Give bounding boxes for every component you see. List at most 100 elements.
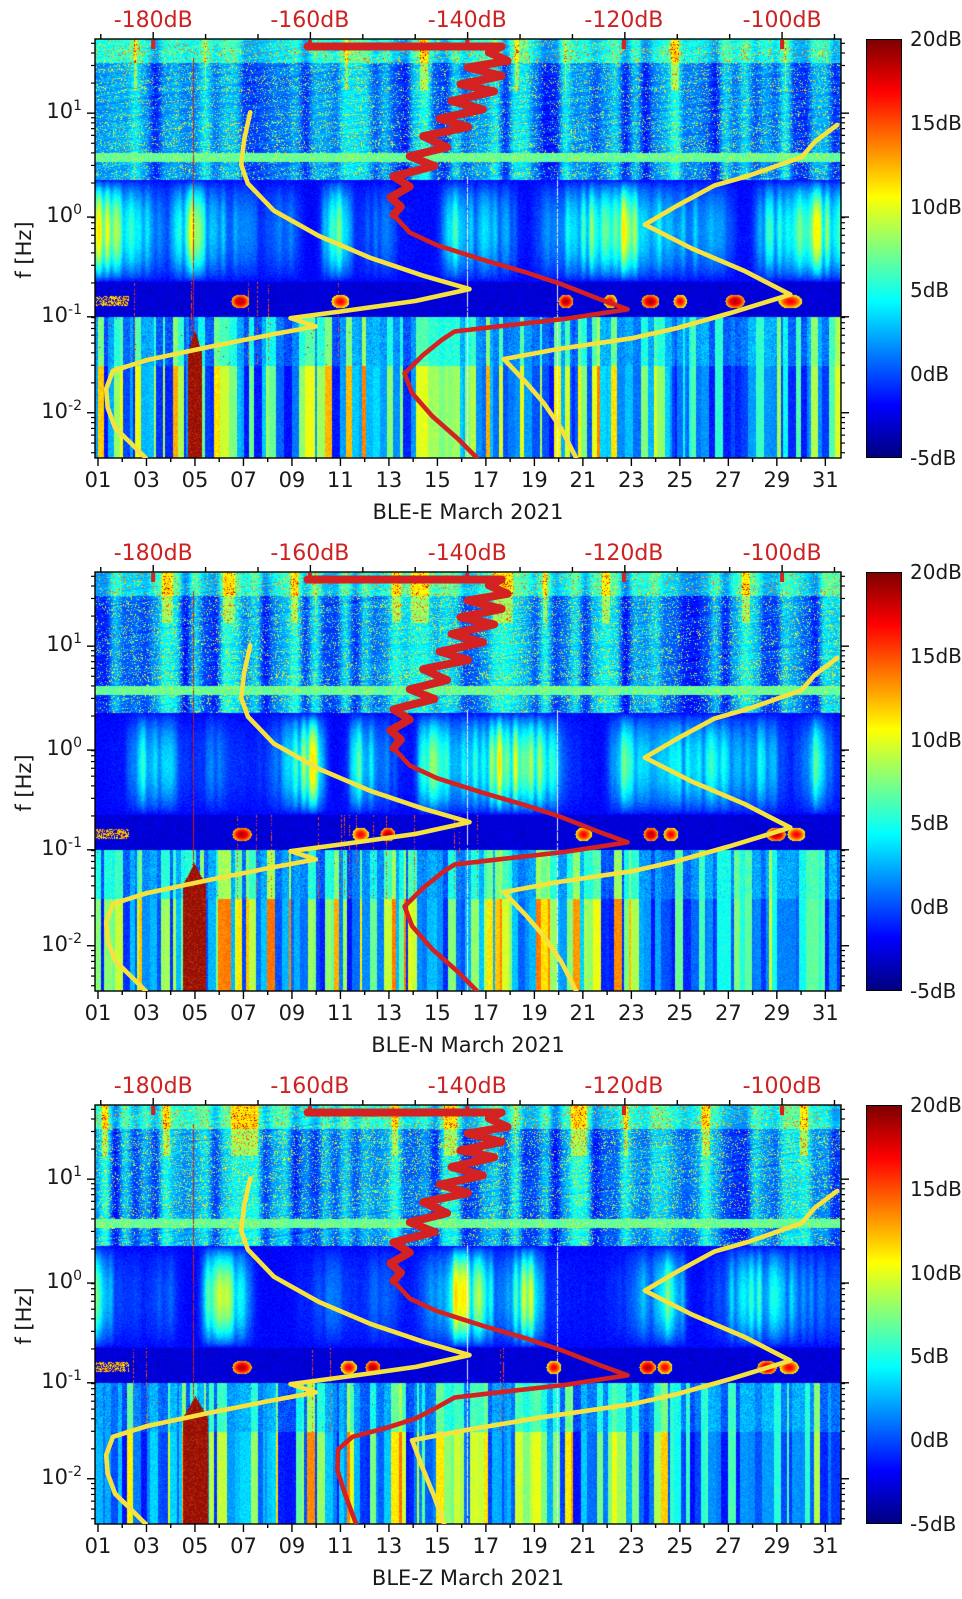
x-tick-label: 17: [472, 1534, 500, 1558]
y-tick-exponent: -2: [68, 397, 82, 414]
y-tick-mantissa: 10: [46, 99, 74, 124]
y-tick-exponent: 1: [73, 631, 82, 648]
top-axis-label: -120dB: [584, 541, 664, 566]
y-tick-mantissa: 10: [41, 931, 69, 956]
x-tick-label: 29: [763, 1001, 791, 1025]
y-tick-mantissa: 10: [46, 736, 74, 761]
colorbar-tick-label: 10dB: [910, 194, 962, 219]
y-tick-mantissa: 10: [41, 1464, 69, 1489]
colorbar-tick-label: 15dB: [910, 643, 962, 668]
x-tick-label: 09: [278, 1534, 306, 1558]
x-tick-label: 03: [133, 1001, 160, 1025]
x-tick-label: 19: [521, 1001, 548, 1025]
y-tick-label: 100: [0, 1268, 82, 1293]
top-axis-label: -140dB: [427, 1074, 507, 1099]
x-tick-label: 31: [811, 468, 839, 492]
x-tick-label: 15: [424, 468, 451, 492]
top-axis-label: -180dB: [113, 8, 193, 33]
x-tick-label: 21: [569, 1534, 597, 1558]
colorbar-tick-label: 0dB: [910, 895, 950, 920]
y-tick-mantissa: 10: [46, 1269, 74, 1294]
colorbar: [866, 1105, 902, 1524]
colorbar-tick-label: -5dB: [910, 979, 957, 1003]
y-tick-mantissa: 10: [41, 1368, 69, 1393]
y-tick-label: 100: [0, 202, 82, 227]
top-axis-label: -160dB: [270, 8, 350, 33]
y-tick-label: 10-1: [0, 835, 82, 860]
x-tick-label: 27: [714, 1534, 742, 1558]
y-tick-label: 10-1: [0, 302, 82, 327]
panel-ble-e: -180dB -160dB -140dB -120dB -100dB 01 03 05 07 09…: [0, 0, 962, 533]
top-axis-label: -140dB: [427, 8, 507, 33]
y-tick-label: 101: [0, 98, 82, 123]
x-tick-label: 05: [181, 1534, 209, 1558]
colorbar-tick-label: 5dB: [910, 1344, 950, 1369]
x-tick-label: 29: [763, 1534, 791, 1558]
spectrogram-canvas-ble-n: [95, 572, 841, 991]
spectrogram-canvas-ble-e: [95, 39, 841, 458]
y-axis-label: f [Hz]: [12, 1287, 36, 1345]
y-tick-mantissa: 10: [46, 1165, 74, 1190]
x-tick-label: 23: [617, 1001, 645, 1025]
x-tick-label: 23: [617, 1534, 645, 1558]
y-tick-mantissa: 10: [41, 835, 69, 860]
x-tick-label: 25: [666, 1534, 694, 1558]
x-tick-label: 23: [617, 468, 645, 492]
x-tick-label: 01: [84, 1534, 112, 1558]
x-tick-label: 11: [327, 468, 354, 492]
x-tick-label: 25: [666, 1001, 694, 1025]
x-tick-label: 07: [230, 1001, 257, 1025]
x-tick-label: 17: [472, 468, 500, 492]
x-tick-label: 09: [278, 1001, 306, 1025]
top-axis-label: -140dB: [427, 541, 507, 566]
y-tick-label: 10-2: [0, 931, 82, 956]
x-tick-label: 15: [424, 1534, 451, 1558]
x-tick-label: 11: [327, 1001, 354, 1025]
x-tick-label: 13: [375, 1534, 403, 1558]
y-tick-exponent: 1: [73, 1164, 82, 1181]
y-tick-mantissa: 10: [46, 203, 74, 228]
x-tick-label: 31: [811, 1534, 839, 1558]
colorbar-tick-label: 15dB: [910, 1176, 962, 1201]
x-tick-label: 19: [521, 1534, 548, 1558]
y-tick-label: 101: [0, 1164, 82, 1189]
x-tick-label: 25: [666, 468, 694, 492]
top-axis-label: -180dB: [113, 541, 193, 566]
colorbar-tick-label: 20dB: [910, 560, 962, 584]
panel-ble-z: -180dB -160dB -140dB -120dB -100dB 01 03 05 07 09…: [0, 1066, 962, 1599]
panel-title: BLE-N March 2021: [371, 1033, 565, 1057]
x-tick-label: 05: [181, 468, 209, 492]
colorbar-tick-label: 5dB: [910, 811, 950, 836]
x-tick-label: 01: [84, 468, 112, 492]
x-tick-label: 15: [424, 1001, 451, 1025]
top-axis-label: -120dB: [584, 8, 664, 33]
y-tick-exponent: -2: [68, 930, 82, 947]
panel-ble-n: -180dB -160dB -140dB -120dB -100dB 01 03 05 07 09…: [0, 533, 962, 1066]
colorbar-tick-label: 20dB: [910, 1093, 962, 1117]
y-axis-label: f [Hz]: [12, 754, 36, 812]
y-tick-exponent: -1: [68, 301, 82, 318]
x-tick-label: 21: [569, 1001, 597, 1025]
y-tick-mantissa: 10: [41, 398, 69, 423]
x-tick-label: 21: [569, 468, 597, 492]
y-tick-label: 101: [0, 631, 82, 656]
colorbar-tick-label: 20dB: [910, 27, 962, 51]
x-tick-label: 03: [133, 468, 160, 492]
y-tick-label: 10-2: [0, 1464, 82, 1489]
panel-title: BLE-Z March 2021: [371, 1566, 565, 1590]
y-tick-exponent: 0: [73, 202, 82, 219]
x-tick-label: 19: [521, 468, 548, 492]
colorbar-tick-label: -5dB: [910, 446, 957, 470]
colorbar: [866, 39, 902, 458]
colorbar-tick-label: -5dB: [910, 1512, 957, 1536]
x-tick-label: 31: [811, 1001, 839, 1025]
x-tick-label: 27: [714, 1001, 742, 1025]
y-tick-exponent: -2: [68, 1463, 82, 1480]
colorbar-tick-label: 15dB: [910, 110, 962, 135]
top-axis-label: -100dB: [742, 541, 822, 566]
y-tick-mantissa: 10: [46, 632, 74, 657]
panel-title: BLE-E March 2021: [372, 500, 564, 524]
top-axis-label: -120dB: [584, 1074, 664, 1099]
x-tick-label: 27: [714, 468, 742, 492]
